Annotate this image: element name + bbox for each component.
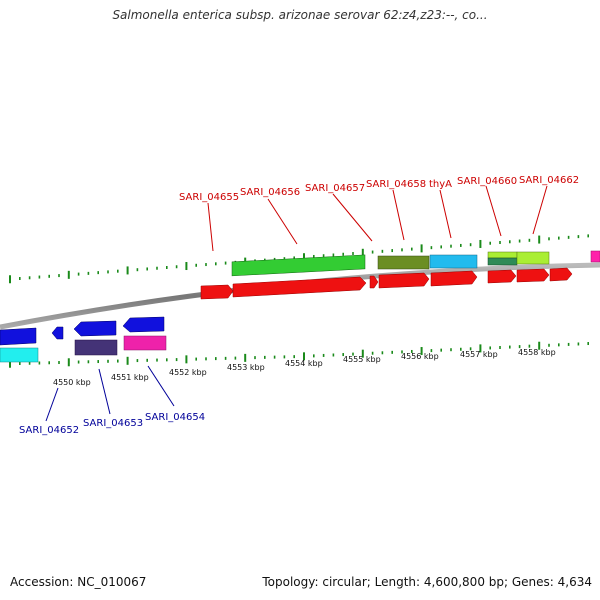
cog-feature[interactable] [74, 339, 118, 356]
cog-feature[interactable] [123, 335, 167, 351]
kbp-label: 4553 kbp [227, 363, 265, 372]
forward-strand [200, 250, 600, 300]
cog-feature[interactable] [377, 255, 430, 270]
cog-feature[interactable] [487, 251, 518, 259]
gene-label[interactable]: SARI_04652 [19, 425, 79, 436]
kbp-label: 4557 kbp [460, 350, 498, 359]
gene-feature[interactable] [369, 275, 379, 289]
reverse-gene-labels [45, 365, 175, 422]
gene-label[interactable]: SARI_04662 [519, 175, 579, 186]
reverse-strand [0, 316, 167, 363]
gene-feature[interactable] [487, 269, 517, 284]
kbp-label: 4552 kbp [169, 368, 207, 377]
cog-feature[interactable] [590, 250, 600, 263]
cog-feature[interactable] [429, 254, 478, 269]
gene-label[interactable]: SARI_04656 [240, 187, 300, 198]
inner-tick-ring [9, 341, 590, 368]
gene-label[interactable]: SARI_04653 [83, 418, 143, 429]
gene-feature[interactable] [430, 270, 478, 287]
cog-feature[interactable] [487, 257, 518, 266]
gene-feature[interactable] [232, 276, 367, 298]
gene-label[interactable]: SARI_04660 [457, 176, 517, 187]
gene-feature[interactable] [549, 267, 573, 282]
genome-summary: Topology: circular; Length: 4,600,800 bp… [262, 575, 592, 589]
map-title: Salmonella enterica subsp. arizonae sero… [112, 8, 488, 22]
gene-feature[interactable] [378, 272, 430, 289]
kbp-label: 4550 kbp [53, 378, 91, 387]
gene-label[interactable]: SARI_04654 [145, 412, 205, 423]
gene-feature[interactable] [73, 320, 117, 337]
forward-gene-labels [207, 185, 548, 252]
gene-feature[interactable] [122, 316, 165, 333]
accession-label: Accession: NC_010067 [10, 575, 147, 589]
kbp-label: 4556 kbp [401, 352, 439, 361]
gene-feature[interactable] [0, 327, 37, 346]
cog-feature[interactable] [231, 254, 366, 277]
gene-feature[interactable] [516, 268, 550, 283]
kbp-label: 4551 kbp [111, 373, 149, 382]
kbp-label: 4554 kbp [285, 359, 323, 368]
gene-label[interactable]: SARI_04658 [366, 179, 426, 190]
kbp-label: 4558 kbp [518, 348, 556, 357]
gene-label[interactable]: SARI_04657 [305, 183, 365, 194]
gene-feature[interactable] [51, 326, 64, 340]
kbp-scale: 4550 kbp 4551 kbp 4552 kbp 4553 kbp 4554… [53, 348, 556, 387]
kbp-label: 4555 kbp [343, 355, 381, 364]
cog-feature[interactable] [0, 347, 39, 363]
gene-feature[interactable] [200, 284, 234, 300]
outer-tick-ring [9, 234, 590, 284]
cog-feature[interactable] [516, 251, 550, 265]
gene-label[interactable]: SARI_04655 [179, 192, 239, 203]
gene-label[interactable]: thyA [429, 179, 452, 190]
